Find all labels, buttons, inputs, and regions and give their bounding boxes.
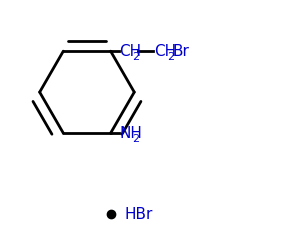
Text: NH: NH xyxy=(119,125,142,141)
Text: 2: 2 xyxy=(132,134,139,144)
Text: HBr: HBr xyxy=(124,207,153,222)
Text: CH: CH xyxy=(154,44,176,59)
Text: CH: CH xyxy=(119,44,141,59)
Text: Br: Br xyxy=(172,44,189,59)
Text: 2: 2 xyxy=(132,52,139,62)
Text: 2: 2 xyxy=(167,52,174,62)
